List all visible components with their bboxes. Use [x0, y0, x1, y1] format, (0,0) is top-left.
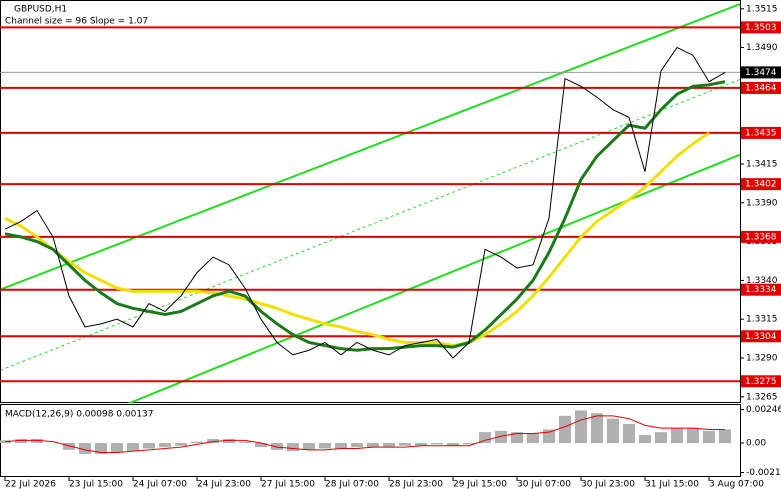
- macd-bar: [399, 443, 411, 446]
- macd-bar: [511, 432, 523, 444]
- macd-bar: [719, 429, 731, 444]
- level-tag: [741, 81, 781, 94]
- macd-bar: [463, 443, 475, 445]
- macd-bar: [383, 443, 395, 448]
- macd-bar: [703, 430, 715, 444]
- x-tick-label: 24 Jul 07:00: [133, 480, 187, 489]
- level-tag: [741, 230, 781, 243]
- level-label: 1.3464: [745, 83, 777, 93]
- macd-bar: [127, 443, 139, 452]
- current-price-tag: [741, 66, 781, 79]
- y-tick-label: 1.3340: [746, 276, 778, 286]
- macd-bar: [159, 443, 171, 448]
- price-line: [4, 131, 710, 348]
- macd-bar: [79, 443, 91, 454]
- macd-bar: [191, 441, 203, 444]
- macd-bar: [351, 443, 363, 448]
- level-tag: [741, 21, 781, 34]
- macd-bar: [431, 443, 443, 445]
- macd-label: MACD(12,26,9) 0.00098 0.00137: [5, 410, 154, 420]
- macd-bar: [335, 443, 347, 449]
- macd-bar: [15, 438, 27, 444]
- macd-bar: [303, 443, 315, 450]
- price-line: [4, 46, 726, 359]
- macd-bar: [607, 418, 619, 444]
- level-tag: [741, 330, 781, 343]
- x-tick-label: 31 Jul 15:00: [645, 480, 699, 489]
- trend-line: [1, 3, 740, 291]
- macd-bar: [287, 443, 299, 452]
- price-line: [4, 80, 726, 352]
- macd-bar: [223, 438, 235, 444]
- y-tick-label: 0.00246: [746, 405, 781, 415]
- current-price-label: 1.3474: [745, 68, 777, 78]
- macd-bar: [575, 410, 587, 444]
- x-tick-label: 30 Jul 07:00: [517, 480, 571, 489]
- macd-bar: [559, 415, 571, 444]
- level-tag: [741, 178, 781, 191]
- x-tick-label: 27 Jul 15:00: [261, 480, 315, 489]
- macd-bar: [479, 432, 491, 444]
- macd-bar: [671, 428, 683, 444]
- y-tick-label: 1.3265: [746, 392, 778, 402]
- macd-bar: [527, 433, 539, 444]
- macd-bar: [111, 443, 123, 453]
- macd-bar: [623, 424, 635, 444]
- y-tick-label: 1.3390: [746, 198, 778, 208]
- level-label: 1.3334: [745, 285, 777, 295]
- level-label: 1.3304: [745, 332, 777, 342]
- level-label: 1.3275: [745, 377, 777, 387]
- macd-bar: [639, 434, 651, 444]
- x-tick-label: 29 Jul 15:00: [453, 480, 507, 489]
- macd-bar: [271, 443, 283, 450]
- macd-bar: [239, 441, 251, 444]
- macd-bar: [591, 413, 603, 444]
- chart-subtitle: Channel size = 96 Slope = 1.07: [5, 17, 148, 27]
- macd-bar: [415, 443, 427, 446]
- y-tick-label: 0.00: [746, 439, 766, 449]
- macd-bar: [95, 443, 107, 454]
- y-tick-label: -0.00217: [746, 468, 781, 478]
- macd-bar: [207, 438, 219, 444]
- y-tick-label: 1.3515: [746, 4, 778, 14]
- macd-signal: [4, 415, 725, 454]
- macd-bar: [319, 443, 331, 449]
- macd-bar: [367, 443, 379, 448]
- y-tick-label: 1.3490: [746, 43, 778, 53]
- macd-bar: [543, 429, 555, 444]
- macd-bar: [63, 443, 75, 450]
- chart-title: GBPUSD,H1: [14, 5, 67, 15]
- x-tick-label: 30 Jul 23:00: [581, 480, 635, 489]
- level-label: 1.3368: [745, 232, 777, 242]
- macd-bar: [31, 438, 43, 444]
- y-tick-label: 1.3415: [746, 159, 778, 169]
- level-tag: [741, 283, 781, 296]
- macd-bar: [447, 443, 459, 446]
- x-tick-label: 22 Jul 2026: [5, 480, 56, 489]
- x-tick-label: 23 Jul 15:00: [69, 480, 123, 489]
- y-tick-label: 1.3315: [746, 315, 778, 325]
- x-tick-label: 3 Aug 07:00: [709, 480, 764, 489]
- macd-bar: [143, 443, 155, 449]
- macd-bar: [255, 443, 267, 448]
- x-tick-label: 24 Jul 23:00: [197, 480, 251, 489]
- y-tick-label: 1.3290: [746, 353, 778, 363]
- macd-bar: [495, 430, 507, 444]
- x-tick-label: 28 Jul 23:00: [389, 480, 443, 489]
- price-frame: [0, 0, 741, 403]
- level-tag: [741, 375, 781, 388]
- level-label: 1.3435: [745, 128, 777, 138]
- x-tick-label: 28 Jul 07:00: [325, 480, 379, 489]
- level-tag: [741, 126, 781, 139]
- trend-line: [127, 153, 740, 403]
- macd-bar: [175, 443, 187, 446]
- level-label: 1.3402: [745, 180, 777, 190]
- macd-bar: [655, 432, 667, 444]
- trend-line: [1, 78, 740, 371]
- level-label: 1.3503: [745, 23, 777, 33]
- macd-bar: [687, 428, 699, 444]
